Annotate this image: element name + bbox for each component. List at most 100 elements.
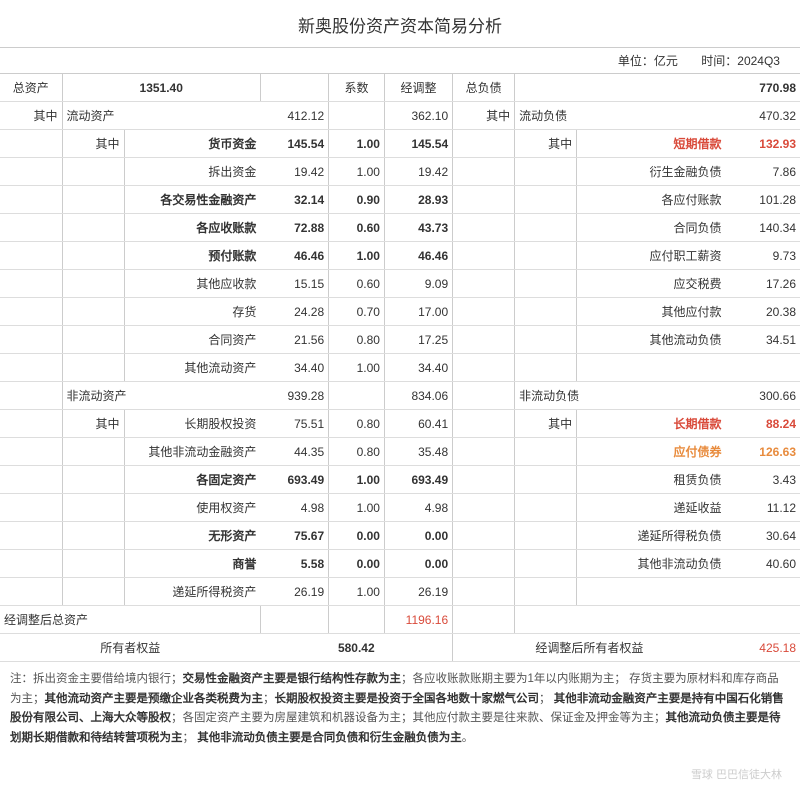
cell: 各交易性金融资产: [124, 186, 260, 214]
cell: 各应付账款: [577, 186, 726, 214]
cell: 合同资产: [124, 326, 260, 354]
cell: 470.32: [725, 102, 800, 130]
cell: 834.06: [384, 382, 452, 410]
cell: 其他非流动金融资产: [124, 438, 260, 466]
cell: 4.98: [260, 494, 328, 522]
cell: 0.90: [329, 186, 385, 214]
cell: 存货: [124, 298, 260, 326]
cell: 非流动负债: [515, 382, 726, 410]
cell: 145.54: [260, 130, 328, 158]
cell: 流动负债: [515, 102, 726, 130]
cell: 非流动资产: [62, 382, 260, 410]
cell: 75.67: [260, 522, 328, 550]
cell: 0.80: [329, 326, 385, 354]
cell: 各应收账款: [124, 214, 260, 242]
cell: 19.42: [260, 158, 328, 186]
cell: 递延所得税资产: [124, 578, 260, 606]
cell: 递延所得税负债: [577, 522, 726, 550]
cell: 17.25: [384, 326, 452, 354]
cell: 无形资产: [124, 522, 260, 550]
cell: 经调整: [384, 74, 452, 102]
cell: 3.43: [725, 466, 800, 494]
cell: 使用权资产: [124, 494, 260, 522]
cell: 0.70: [329, 298, 385, 326]
cell: 总负债: [453, 74, 515, 102]
cell: 7.86: [725, 158, 800, 186]
cell: 580.42: [260, 634, 452, 662]
meta-row: 单位：亿元 时间：2024Q3: [0, 48, 800, 74]
cell: 其中: [62, 410, 124, 438]
cell: 经调整后所有者权益: [453, 634, 726, 662]
cell: 应付债券: [577, 438, 726, 466]
cell: 362.10: [384, 102, 452, 130]
cell: 88.24: [725, 410, 800, 438]
cell: 140.34: [725, 214, 800, 242]
cell: 0.80: [329, 410, 385, 438]
cell: 21.56: [260, 326, 328, 354]
cell: 34.51: [725, 326, 800, 354]
cell: 939.28: [260, 382, 328, 410]
cell: 126.63: [725, 438, 800, 466]
cell: 34.40: [260, 354, 328, 382]
cell: 0.00: [384, 550, 452, 578]
cell: 5.58: [260, 550, 328, 578]
unit-label: 单位：亿元: [618, 54, 678, 68]
cell: 短期借款: [577, 130, 726, 158]
cell: 11.12: [725, 494, 800, 522]
cell: 长期股权投资: [124, 410, 260, 438]
cell: 34.40: [384, 354, 452, 382]
cell: 44.35: [260, 438, 328, 466]
cell: 1196.16: [384, 606, 452, 634]
cell: 0.60: [329, 214, 385, 242]
cell: 60.41: [384, 410, 452, 438]
cell: 其中: [0, 102, 62, 130]
cell: 26.19: [384, 578, 452, 606]
cell: 0.00: [329, 550, 385, 578]
cell: 拆出资金: [124, 158, 260, 186]
time-label: 时间：2024Q3: [701, 54, 780, 68]
cell: 租赁负债: [577, 466, 726, 494]
cell: 所有者权益: [0, 634, 260, 662]
cell: 流动资产: [62, 102, 260, 130]
cell: 30.64: [725, 522, 800, 550]
cell: 其他流动资产: [124, 354, 260, 382]
page-title: 新奥股份资产资本简易分析: [0, 0, 800, 48]
cell: 1.00: [329, 494, 385, 522]
cell: 0.60: [329, 270, 385, 298]
cell: 总资产: [0, 74, 62, 102]
cell: 1.00: [329, 130, 385, 158]
cell: 300.66: [725, 382, 800, 410]
watermark: 雪球 巴巴信徒大林: [691, 766, 782, 782]
cell: 425.18: [725, 634, 800, 662]
cell: 递延收益: [577, 494, 726, 522]
cell: 1.00: [329, 466, 385, 494]
cell: 0.80: [329, 438, 385, 466]
cell: 其中: [515, 410, 577, 438]
cell: 其他应收款: [124, 270, 260, 298]
cell: 20.38: [725, 298, 800, 326]
cell: 0.00: [384, 522, 452, 550]
cell: 应付职工薪资: [577, 242, 726, 270]
cell: 693.49: [260, 466, 328, 494]
cell: 28.93: [384, 186, 452, 214]
cell: 经调整后总资产: [0, 606, 260, 634]
cell: 40.60: [725, 550, 800, 578]
cell: 132.93: [725, 130, 800, 158]
cell: 43.73: [384, 214, 452, 242]
cell: 其中: [515, 130, 577, 158]
cell: 1351.40: [62, 74, 260, 102]
cell: 其他应付款: [577, 298, 726, 326]
financial-table: 总资产 1351.40 系数 经调整 总负债 770.98 其中 流动资产 41…: [0, 74, 800, 662]
cell: 412.12: [260, 102, 328, 130]
cell: 145.54: [384, 130, 452, 158]
cell: 693.49: [384, 466, 452, 494]
cell: 其中: [453, 102, 515, 130]
cell: 101.28: [725, 186, 800, 214]
cell: 0.00: [329, 522, 385, 550]
cell: 17.26: [725, 270, 800, 298]
cell: 长期借款: [577, 410, 726, 438]
cell: 1.00: [329, 354, 385, 382]
cell: 其中: [62, 130, 124, 158]
cell: 24.28: [260, 298, 328, 326]
cell: 15.15: [260, 270, 328, 298]
